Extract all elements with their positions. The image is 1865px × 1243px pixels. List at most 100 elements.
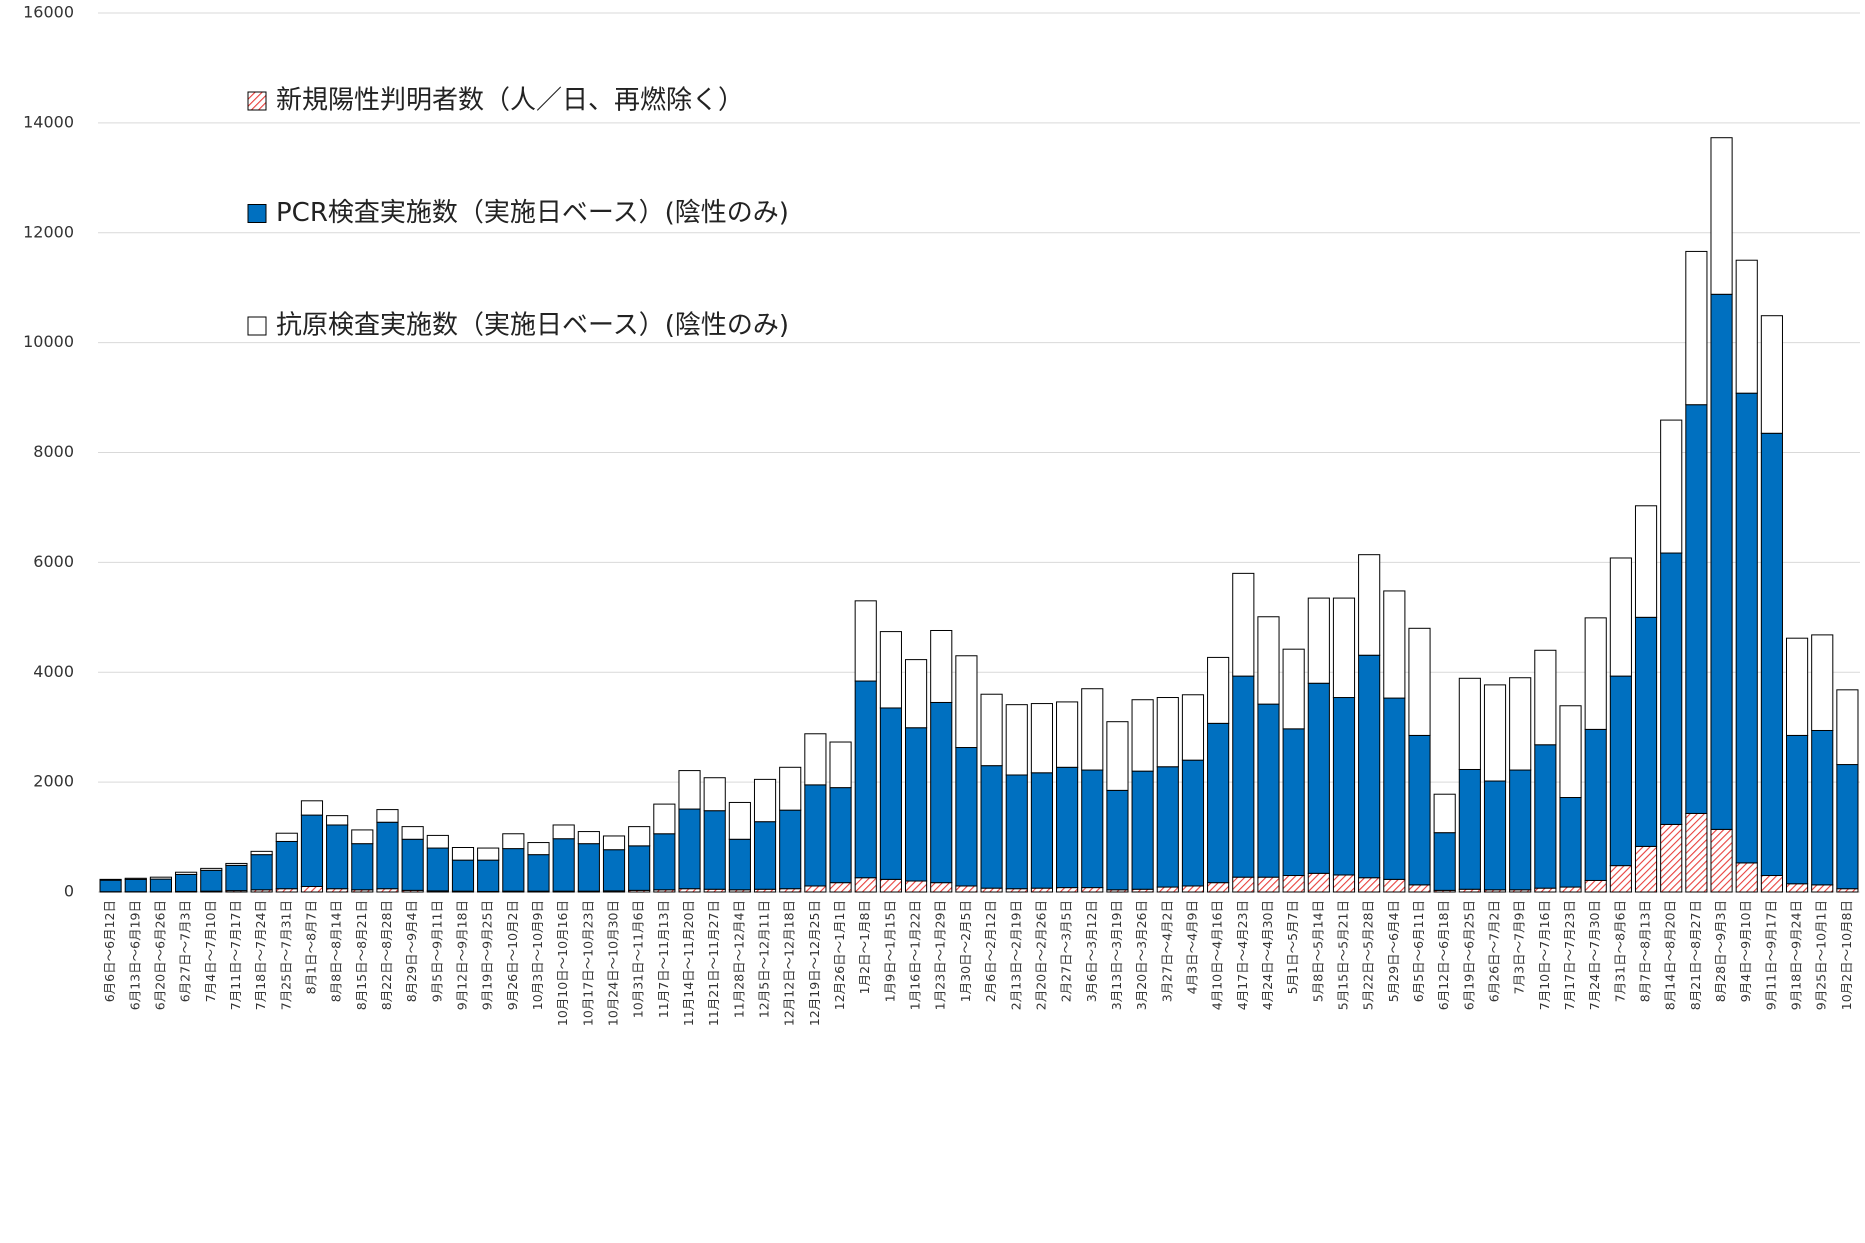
bar-segment: [1181, 694, 1205, 761]
x-tick-label: 8月8日～8月14日: [329, 900, 344, 1002]
x-tick-label: 9月12日～9月18日: [454, 900, 469, 1010]
x-tick-label: 4月17日～4月23日: [1235, 900, 1250, 1010]
x-tick-label: 6月6日～6月12日: [102, 900, 117, 1002]
bar-segment: [1710, 828, 1733, 893]
bar-segment: [728, 801, 751, 840]
bar-segment: [1483, 684, 1507, 782]
bar-segment: [552, 824, 575, 840]
bar-segment: [1358, 654, 1381, 879]
bar-segment: [829, 882, 852, 893]
x-tick-label: 1月9日～1月15日: [882, 900, 897, 1002]
x-tick-label: 9月4日～9月10日: [1738, 900, 1753, 1002]
x-tick-label: 10月17日～10月23日: [580, 900, 595, 1026]
bar-segment: [653, 833, 676, 891]
bar-segment: [904, 659, 928, 729]
x-tick-label: 8月14日～8月20日: [1663, 900, 1678, 1010]
x-tick-label: 10月24日～10月30日: [606, 900, 621, 1026]
bar-segment: [1131, 770, 1154, 890]
bar-segment: [1811, 634, 1834, 731]
bar-segment: [401, 838, 424, 891]
bar-segment: [1660, 419, 1683, 554]
bar-segment: [804, 885, 827, 893]
x-tick-label: 3月13日～3月19日: [1109, 900, 1124, 1010]
x-tick-label: 7月11日～7月17日: [228, 900, 243, 1010]
bar-segment: [1005, 704, 1028, 776]
legend-label: 抗原検査実施数（実施日ベース）(陰性のみ): [276, 311, 789, 341]
bar-segment: [1156, 886, 1179, 893]
bar-segment: [225, 864, 248, 892]
x-tick-label: 5月15日～5月21日: [1335, 900, 1350, 1010]
bar-segment: [1534, 887, 1557, 893]
bar-segment: [1660, 552, 1683, 825]
bar-segment: [175, 873, 198, 892]
bar-segment: [376, 821, 399, 890]
bar-segment: [854, 680, 877, 879]
bar-segment: [1081, 688, 1104, 771]
bar-segment: [1232, 876, 1255, 893]
bar-segment: [1685, 250, 1708, 406]
x-tick-label: 8月22日～8月28日: [379, 900, 394, 1010]
bar-segment: [602, 849, 626, 892]
bar-segment: [351, 829, 374, 845]
bar-segment: [300, 800, 324, 816]
bar-segment: [502, 833, 525, 850]
bar-segment: [149, 878, 173, 893]
bar-segment: [577, 831, 600, 845]
bar-segment: [1181, 885, 1205, 893]
bar-segment: [1332, 874, 1356, 893]
bar-segment: [552, 838, 575, 892]
bar-segment: [955, 747, 978, 887]
bar-segment: [124, 878, 147, 893]
x-tick-label: 8月28日～9月3日: [1713, 900, 1728, 1002]
bar-segment: [728, 838, 751, 891]
bar-segment: [426, 847, 449, 892]
bar-segment: [1785, 883, 1809, 893]
bar-segment: [275, 840, 298, 890]
bar-segment: [300, 814, 324, 888]
bar-segment: [703, 777, 726, 812]
bar-segment: [930, 882, 953, 893]
bar-segment: [225, 862, 248, 866]
x-tick-label: 6月27日～7月3日: [178, 900, 193, 1002]
bar-segment: [1383, 697, 1406, 880]
bar-segment: [1056, 766, 1079, 889]
x-tick-label: 6月12日～6月18日: [1436, 900, 1451, 1010]
x-tick-label: 2月6日～2月12日: [983, 900, 998, 1002]
bar-segment: [1030, 703, 1054, 774]
x-tick-label: 6月20日～6月26日: [152, 900, 167, 1010]
x-tick-label: 5月22日～5月28日: [1361, 900, 1376, 1010]
bar-segment: [1056, 701, 1079, 768]
x-tick-label: 11月21日～11月27日: [706, 900, 721, 1026]
bar-segment: [1710, 137, 1733, 295]
x-tick-label: 9月11日～9月17日: [1763, 900, 1778, 1010]
bar-segment: [1106, 789, 1129, 891]
x-tick-label: 12月5日～12月11日: [757, 900, 772, 1018]
bar-segment: [1081, 887, 1104, 893]
bar-segment: [829, 787, 852, 884]
bar-segment: [1811, 884, 1834, 893]
bar-segment: [527, 854, 550, 892]
bar-segment: [1106, 721, 1129, 791]
bar-segment: [1307, 872, 1330, 893]
x-tick-label: 7月10日～7月16日: [1537, 900, 1552, 1010]
bar-segment: [477, 859, 500, 892]
x-tick-label: 10月3日～10月9日: [530, 900, 545, 1010]
bar-segment: [351, 843, 374, 891]
bar-segment: [653, 803, 676, 835]
bar-segment: [980, 693, 1003, 767]
bar-segment: [879, 878, 902, 893]
x-tick-label: 12月12日～12月18日: [782, 900, 797, 1026]
bar-segment: [1634, 505, 1658, 618]
bar-segment: [1207, 882, 1230, 893]
bar-segment: [1282, 728, 1305, 877]
bar-segment: [879, 631, 902, 709]
bar-segment: [980, 765, 1003, 889]
x-tick-label: 4月10日～4月16日: [1210, 900, 1225, 1010]
bar-segment: [628, 845, 651, 891]
x-tick-label: 6月13日～6月19日: [127, 900, 142, 1010]
legend-label: PCR検査実施数（実施日ベース）(陰性のみ): [276, 198, 789, 228]
bar-segment: [904, 880, 928, 893]
y-tick-label: 2000: [33, 772, 74, 791]
bar-segment: [1081, 769, 1104, 889]
